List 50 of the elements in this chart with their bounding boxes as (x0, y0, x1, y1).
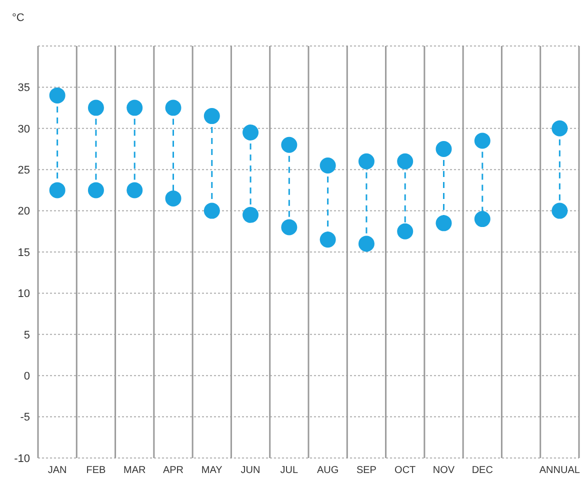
y-tick-label: 5 (24, 329, 30, 342)
point (88, 182, 104, 198)
point (126, 182, 143, 198)
y-axis-title: °C (12, 12, 24, 24)
x-tick-label: JUN (240, 465, 260, 476)
y-tick-label: 25 (18, 164, 30, 177)
point (49, 182, 66, 198)
x-tick-label: SEP (356, 465, 377, 476)
y-tick-label: 30 (18, 123, 30, 136)
point (474, 211, 490, 228)
point (204, 202, 220, 219)
x-tick-label: NOV (432, 465, 455, 476)
point (397, 153, 414, 170)
x-tick-label: DEC (472, 465, 493, 476)
x-tick-label: APR (162, 465, 184, 476)
y-tick-label: -5 (20, 412, 30, 424)
y-tick-label: 20 (18, 206, 30, 218)
point (49, 87, 66, 104)
point (165, 190, 182, 206)
point (474, 132, 490, 149)
y-tick-label: 35 (18, 82, 30, 94)
y-tick-label: 0 (24, 370, 30, 383)
x-tick-label: ANNUAL (539, 465, 580, 476)
x-tick-label: FEB (86, 465, 106, 476)
y-tick-label: -10 (14, 452, 30, 465)
x-tick-label: AUG (316, 465, 339, 476)
point (552, 120, 568, 136)
point (320, 157, 336, 174)
point (242, 206, 259, 223)
point (88, 100, 104, 116)
point (281, 136, 298, 153)
x-tick-label: JAN (48, 465, 67, 476)
point (397, 223, 414, 240)
point (204, 108, 220, 124)
point (436, 141, 452, 157)
x-tick-label: OCT (394, 465, 416, 476)
y-tick-label: 10 (18, 288, 30, 300)
point (358, 236, 374, 252)
point (552, 202, 568, 219)
point (320, 232, 336, 248)
point (242, 124, 259, 141)
x-tick-label: MAY (201, 465, 223, 476)
x-tick-label: JUL (280, 465, 298, 476)
point (358, 153, 374, 170)
point (126, 100, 143, 116)
x-tick-label: MAR (123, 465, 146, 476)
y-tick-label: 15 (18, 246, 30, 259)
point (436, 215, 452, 232)
point (281, 219, 298, 236)
point (165, 100, 182, 116)
